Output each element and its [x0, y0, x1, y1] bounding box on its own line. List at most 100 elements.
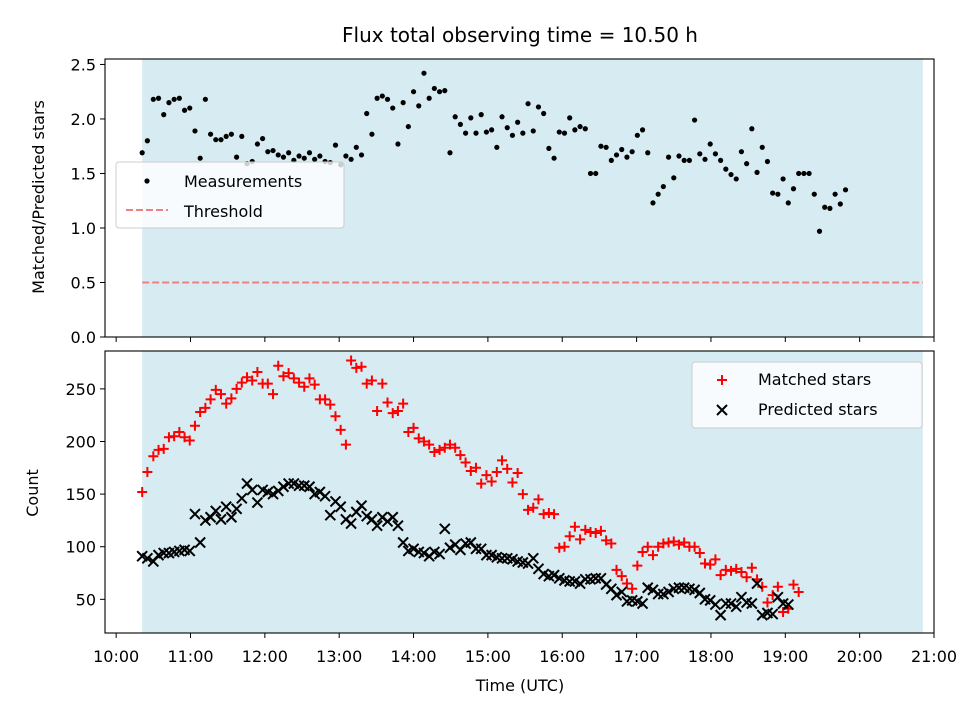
measurement-point: [624, 154, 630, 160]
measurement-point: [457, 121, 463, 128]
matched-point: [486, 476, 497, 487]
measurement-point: [749, 126, 755, 132]
predicted-point: [746, 597, 758, 610]
measurement-point: [400, 100, 406, 106]
matched-point: [278, 371, 289, 382]
matched-point: [148, 451, 159, 462]
matched-point: [731, 563, 742, 574]
measurement-point: [405, 123, 411, 130]
x-tick-label: 15:00: [465, 647, 511, 666]
predicted-point: [662, 586, 675, 598]
matched-point: [163, 432, 174, 443]
measurement-point: [718, 157, 724, 163]
matched-point: [418, 436, 429, 447]
measurement-point: [296, 153, 302, 159]
count-y-axis-label: Count: [23, 469, 42, 517]
matched-point: [320, 394, 331, 405]
predicted-point: [709, 598, 722, 611]
matched-point: [424, 439, 435, 450]
matched-point: [179, 432, 190, 443]
y-tick-label: 1.5: [71, 164, 96, 183]
measurement-point: [535, 104, 542, 110]
matched-point: [299, 381, 310, 392]
x-tick-label: 10:00: [93, 647, 139, 666]
measurement-point: [275, 152, 281, 158]
matched-point: [169, 431, 180, 442]
matched-point: [335, 424, 346, 435]
matched-point: [205, 394, 216, 405]
matched-point: [465, 465, 476, 476]
predicted-point: [345, 517, 357, 530]
measurements-legend-label: Measurements: [184, 172, 302, 191]
matched-point: [491, 467, 502, 478]
measurement-point: [822, 204, 828, 210]
matched-point: [330, 411, 341, 422]
measurement-point: [436, 89, 443, 95]
measurement-point: [671, 175, 677, 181]
matched-point: [793, 586, 804, 597]
matched-point: [476, 478, 487, 489]
predicted-point: [158, 547, 170, 559]
measurement-point: [223, 133, 229, 140]
predicted-point: [444, 542, 456, 554]
matched-point: [705, 559, 716, 570]
matched-point: [788, 579, 799, 590]
measurement-point: [577, 123, 583, 130]
measurement-point: [816, 228, 823, 234]
predicted-point: [324, 509, 336, 521]
measurement-point: [676, 153, 682, 159]
predicted-point: [470, 543, 482, 555]
measurement-point: [665, 154, 672, 160]
matched-point: [575, 534, 586, 545]
measurement-point: [572, 127, 578, 133]
predicted-point: [496, 552, 508, 564]
matched-point: [538, 509, 549, 520]
matched-point: [184, 435, 195, 446]
matched-point: [434, 444, 445, 455]
predicted-point: [720, 597, 732, 610]
matched-point: [153, 444, 164, 455]
x-axis-label: Time (UTC): [475, 676, 564, 695]
predicted-point: [527, 552, 539, 564]
measurement-point: [811, 191, 817, 197]
measurement-point: [228, 131, 234, 137]
measurement-point: [192, 128, 198, 134]
measurement-point: [197, 155, 203, 161]
x-tick-label: 13:00: [316, 647, 362, 666]
matched-point: [236, 377, 247, 388]
measurement-point: [660, 183, 666, 190]
measurement-point: [598, 143, 604, 149]
measurement-point: [410, 89, 417, 95]
matched-point: [262, 378, 273, 389]
measurement-point: [358, 152, 365, 158]
predicted-point: [334, 501, 347, 513]
x-tick-label: 20:00: [837, 647, 883, 666]
plot-frame: [104, 350, 935, 634]
matched-point: [231, 383, 242, 394]
matched-point: [517, 489, 528, 500]
matched-point: [382, 397, 393, 408]
predicted-point: [730, 600, 742, 613]
matched-point: [585, 526, 596, 537]
measurements-legend-marker: [144, 178, 150, 184]
measurement-point: [842, 187, 849, 193]
predicted-point: [548, 569, 560, 581]
matched-point: [658, 538, 669, 549]
measurement-point: [712, 151, 719, 157]
x-tick-label: 16:00: [539, 647, 585, 666]
matched-point: [325, 399, 336, 410]
measurement-point: [213, 137, 219, 143]
predicted-point: [407, 543, 420, 555]
predicted-point: [220, 501, 232, 513]
predicted-point: [210, 505, 222, 517]
predicted-point: [184, 545, 196, 557]
measurement-point: [764, 158, 771, 165]
matched-point: [361, 378, 372, 389]
y-tick-label: 50: [76, 590, 96, 609]
measurement-point: [260, 135, 266, 142]
matched-point: [366, 375, 377, 386]
matched-point: [189, 420, 200, 431]
measurement-point: [144, 138, 150, 144]
threshold-legend-label: Threshold: [183, 202, 263, 221]
measurement-point: [702, 156, 708, 162]
